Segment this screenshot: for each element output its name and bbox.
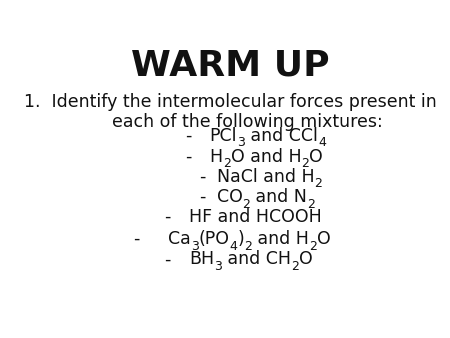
Text: 4: 4 (230, 240, 237, 253)
Text: -: - (164, 208, 171, 226)
Text: -: - (185, 148, 192, 166)
Text: 2: 2 (223, 157, 231, 170)
Text: and N: and N (250, 188, 307, 206)
Text: -: - (199, 168, 206, 186)
Text: BH: BH (189, 250, 214, 268)
Text: 4: 4 (318, 137, 326, 149)
Text: -: - (185, 127, 192, 145)
Text: (PO: (PO (198, 230, 230, 248)
Text: O: O (299, 250, 312, 268)
Text: 2: 2 (314, 177, 322, 190)
Text: 2: 2 (307, 198, 315, 211)
Text: Ca: Ca (168, 230, 191, 248)
Text: -: - (164, 250, 171, 268)
Text: 3: 3 (214, 260, 222, 273)
Text: 2: 2 (244, 240, 252, 253)
Text: CO: CO (217, 188, 243, 206)
Text: each of the following mixtures:: each of the following mixtures: (79, 114, 382, 131)
Text: 2: 2 (302, 157, 309, 170)
Text: and H: and H (252, 230, 309, 248)
Text: 2: 2 (309, 240, 317, 253)
Text: O: O (317, 230, 330, 248)
Text: WARM UP: WARM UP (131, 48, 330, 82)
Text: 2: 2 (243, 198, 250, 211)
Text: PCl: PCl (210, 127, 237, 145)
Text: and CCl: and CCl (245, 127, 318, 145)
Text: 3: 3 (191, 240, 198, 253)
Text: -: - (199, 188, 206, 206)
Text: O and H: O and H (231, 148, 302, 166)
Text: NaCl and H: NaCl and H (217, 168, 314, 186)
Text: O: O (309, 148, 323, 166)
Text: and CH: and CH (222, 250, 291, 268)
Text: ): ) (237, 230, 244, 248)
Text: 3: 3 (237, 137, 245, 149)
Text: 2: 2 (291, 260, 299, 273)
Text: 1.  Identify the intermolecular forces present in: 1. Identify the intermolecular forces pr… (24, 93, 437, 111)
Text: HF and HCOOH: HF and HCOOH (189, 208, 321, 226)
Text: H: H (210, 148, 223, 166)
Text: -: - (133, 230, 140, 248)
